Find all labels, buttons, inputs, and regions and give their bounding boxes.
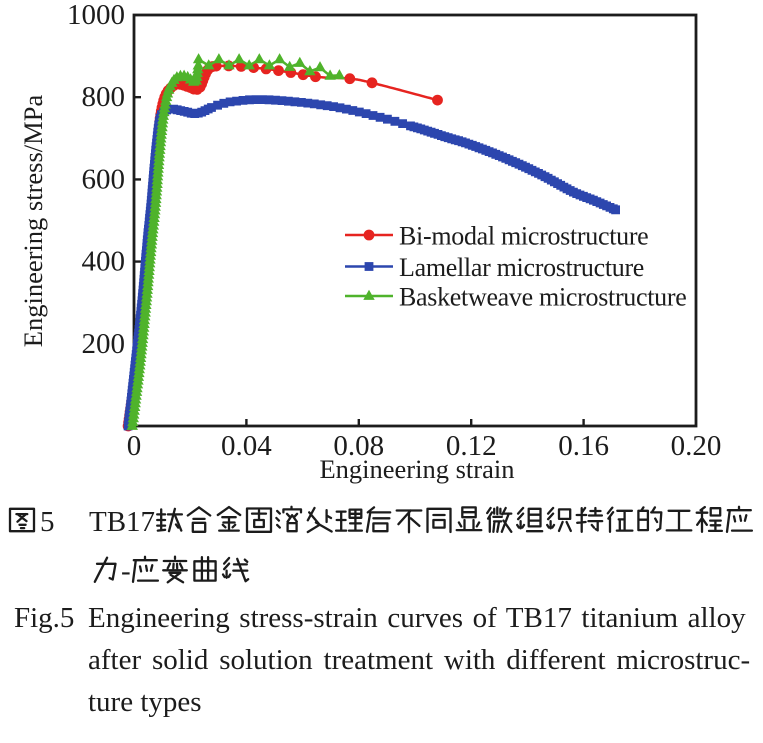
svg-text:0.08: 0.08 bbox=[333, 430, 384, 462]
svg-text:Engineering stress/MPa: Engineering stress/MPa bbox=[18, 95, 48, 348]
svg-text:5: 5 bbox=[40, 506, 55, 538]
svg-text:ture types: ture types bbox=[88, 686, 202, 718]
svg-text:Engineering stress-strain curv: Engineering stress-strain curves of TB17… bbox=[88, 602, 746, 634]
svg-text:TB17: TB17 bbox=[89, 506, 155, 538]
svg-text:Bi-modal microstructure: Bi-modal microstructure bbox=[399, 222, 648, 251]
svg-text:0.12: 0.12 bbox=[446, 430, 497, 462]
svg-text:1000: 1000 bbox=[67, 0, 125, 31]
svg-text:0.04: 0.04 bbox=[221, 430, 272, 462]
svg-text:0: 0 bbox=[127, 430, 142, 462]
svg-text:Engineering strain: Engineering strain bbox=[319, 454, 514, 484]
svg-text:600: 600 bbox=[82, 163, 126, 195]
svg-text:Basketweave microstructure: Basketweave microstructure bbox=[399, 283, 686, 312]
svg-text:0.16: 0.16 bbox=[558, 430, 609, 462]
svg-text:0.20: 0.20 bbox=[671, 430, 722, 462]
svg-text:400: 400 bbox=[82, 246, 126, 278]
svg-text:800: 800 bbox=[82, 81, 126, 113]
svg-text:after solid solution treatment: after solid solution treatment with diff… bbox=[88, 644, 750, 676]
svg-text:200: 200 bbox=[82, 328, 126, 360]
svg-text:-: - bbox=[121, 555, 131, 587]
svg-text:Lamellar microstructure: Lamellar microstructure bbox=[399, 253, 644, 282]
svg-text:Fig.5: Fig.5 bbox=[14, 602, 74, 634]
